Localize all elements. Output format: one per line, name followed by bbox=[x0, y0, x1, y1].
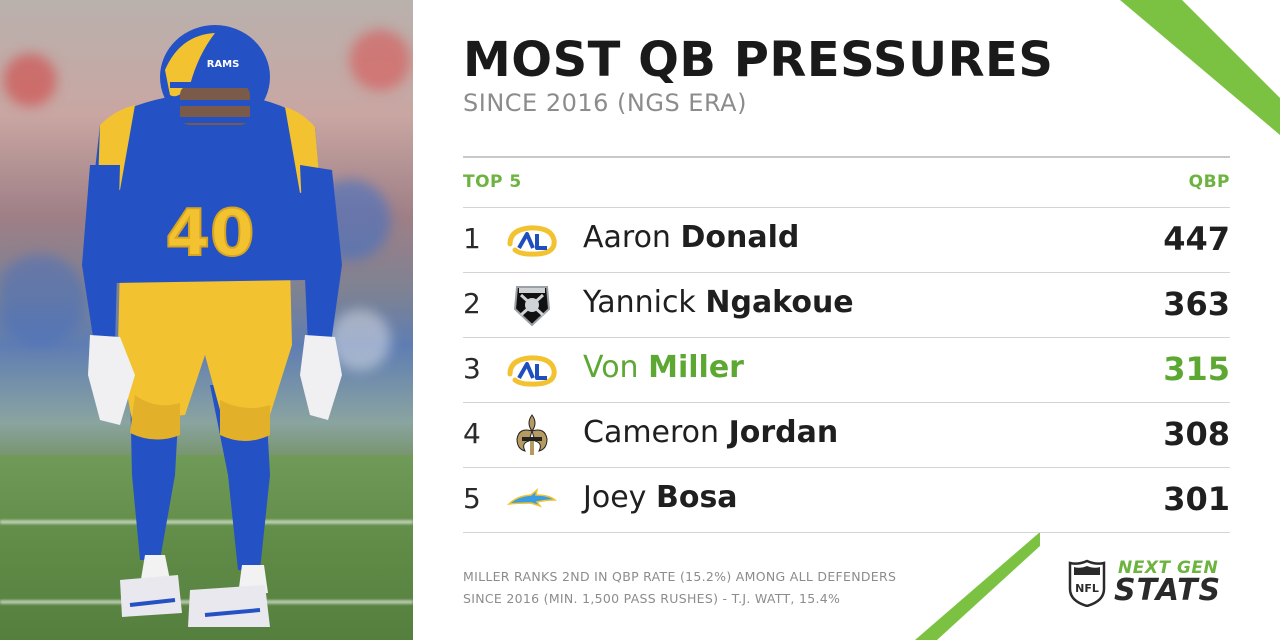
row-rank: 1 bbox=[463, 222, 481, 255]
table-row: 1 Aaron Donald 447 bbox=[463, 208, 1230, 272]
qbp-value: 447 bbox=[1163, 220, 1230, 258]
divider bbox=[463, 156, 1230, 158]
player-last-name: Jordan bbox=[728, 415, 839, 450]
player-first-name: Cameron bbox=[583, 415, 720, 450]
table-right-header: QBP bbox=[1188, 172, 1230, 192]
row-rank: 3 bbox=[463, 352, 481, 385]
next-gen-stats-logo: NFL NEXT GEN STATS bbox=[1068, 556, 1238, 612]
player-last-name: Donald bbox=[680, 220, 800, 255]
qbp-value: 301 bbox=[1163, 480, 1230, 518]
divider bbox=[463, 467, 1230, 468]
brand-line-1: NEXT GEN bbox=[1118, 558, 1219, 578]
table-row: 5 Joey Bosa 301 bbox=[463, 468, 1230, 532]
player-first-name: Yannick bbox=[583, 285, 696, 320]
player-first-name: Von bbox=[583, 350, 639, 385]
nfl-shield-text: NFL bbox=[1075, 582, 1099, 595]
player-name: Joey Bosa bbox=[583, 480, 738, 515]
page-subtitle: SINCE 2016 (NGS ERA) bbox=[463, 89, 747, 117]
player-name: Cameron Jordan bbox=[583, 415, 838, 450]
helmet-logo-text: RAMS bbox=[207, 59, 240, 70]
chargers-logo-icon bbox=[507, 488, 557, 508]
qbp-value: 363 bbox=[1163, 285, 1230, 323]
player-name: Aaron Donald bbox=[583, 220, 799, 255]
footnote: MILLER RANKS 2ND IN QBP RATE (15.2%) AMO… bbox=[463, 566, 896, 610]
row-rank: 2 bbox=[463, 287, 481, 320]
table-row: 2 Yannick Ngakoue 363 bbox=[463, 273, 1230, 337]
brand-line-2: STATS bbox=[1114, 573, 1222, 608]
player-last-name: Ngakoue bbox=[705, 285, 854, 320]
footnote-line: SINCE 2016 (MIN. 1,500 PASS RUSHES) - T.… bbox=[463, 591, 841, 606]
saints-logo-icon bbox=[516, 414, 548, 455]
player-first-name: Aaron bbox=[583, 220, 671, 255]
divider bbox=[463, 207, 1230, 208]
page-title: MOST QB PRESSURES bbox=[463, 32, 1054, 88]
table-left-header: TOP 5 bbox=[463, 172, 522, 192]
player-first-name: Joey bbox=[583, 480, 647, 515]
qbp-value: 308 bbox=[1163, 415, 1230, 453]
divider bbox=[463, 337, 1230, 338]
player-last-name: Miller bbox=[648, 350, 744, 385]
footnote-line: MILLER RANKS 2ND IN QBP RATE (15.2%) AMO… bbox=[463, 569, 897, 584]
divider bbox=[463, 272, 1230, 273]
player-name: Yannick Ngakoue bbox=[583, 285, 854, 320]
player-photo: 40 RAMS bbox=[0, 0, 413, 640]
divider bbox=[463, 532, 1230, 533]
player-name: Von Miller bbox=[583, 350, 744, 385]
divider bbox=[463, 402, 1230, 403]
qbp-value: 315 bbox=[1163, 350, 1230, 388]
table-row: 4 Cameron Jordan 308 bbox=[463, 403, 1230, 467]
green-stripe-decoration bbox=[1120, 0, 1280, 135]
yard-line bbox=[0, 520, 413, 524]
rams-logo-icon bbox=[507, 225, 557, 257]
green-stripe-decoration bbox=[915, 532, 1040, 640]
nfl-shield-icon: NFL bbox=[1068, 559, 1106, 607]
rams-logo-icon bbox=[507, 355, 557, 387]
jersey-number: 40 bbox=[165, 197, 254, 271]
row-rank: 4 bbox=[463, 417, 481, 450]
player-last-name: Bosa bbox=[655, 480, 738, 515]
table-row-highlighted: 3 Von Miller 315 bbox=[463, 338, 1230, 402]
raiders-logo-icon bbox=[513, 286, 551, 327]
football-player-figure: 40 RAMS bbox=[82, 25, 342, 627]
row-rank: 5 bbox=[463, 482, 481, 515]
